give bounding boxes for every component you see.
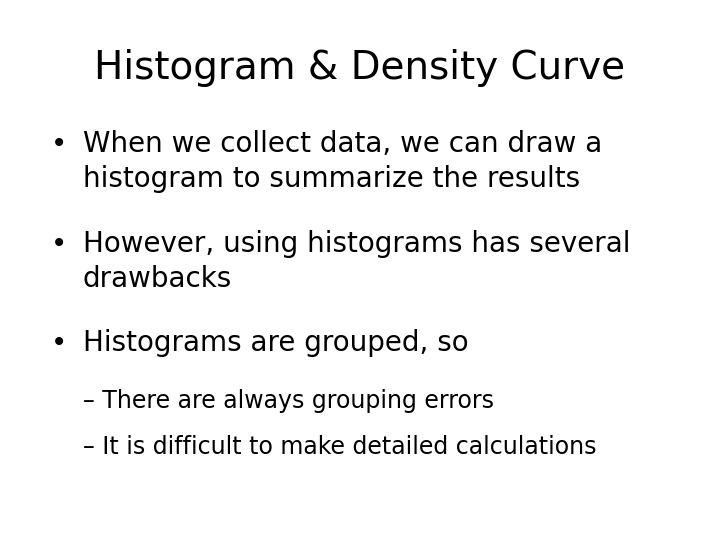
Text: – There are always grouping errors: – There are always grouping errors (83, 389, 494, 413)
Text: When we collect data, we can draw a
histogram to summarize the results: When we collect data, we can draw a hist… (83, 130, 602, 193)
Text: Histogram & Density Curve: Histogram & Density Curve (94, 49, 626, 86)
Text: •: • (50, 329, 67, 357)
Text: Histograms are grouped, so: Histograms are grouped, so (83, 329, 469, 357)
Text: •: • (50, 130, 67, 158)
Text: – It is difficult to make detailed calculations: – It is difficult to make detailed calcu… (83, 435, 596, 458)
Text: However, using histograms has several
drawbacks: However, using histograms has several dr… (83, 230, 630, 293)
Text: •: • (50, 230, 67, 258)
